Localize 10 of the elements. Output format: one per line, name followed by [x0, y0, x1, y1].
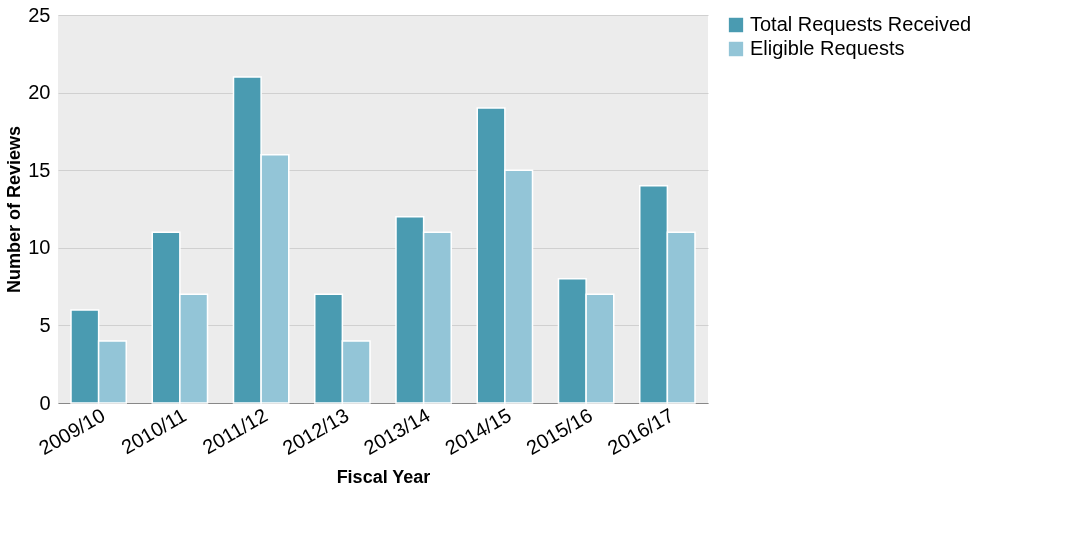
x-axis-title: Fiscal Year [336, 466, 431, 487]
legend-label: Eligible Requests [750, 37, 905, 59]
legend-label: Total Requests Received [750, 13, 972, 35]
y-tick-label: 25 [28, 3, 51, 26]
y-tick-label: 15 [28, 158, 51, 181]
y-tick-label: 10 [28, 236, 51, 259]
y-tick-label: 5 [39, 313, 51, 336]
y-tick-label: 0 [39, 391, 51, 414]
y-tick-label: 20 [28, 81, 51, 104]
y-axis-title: Number of Reviews [4, 125, 25, 294]
